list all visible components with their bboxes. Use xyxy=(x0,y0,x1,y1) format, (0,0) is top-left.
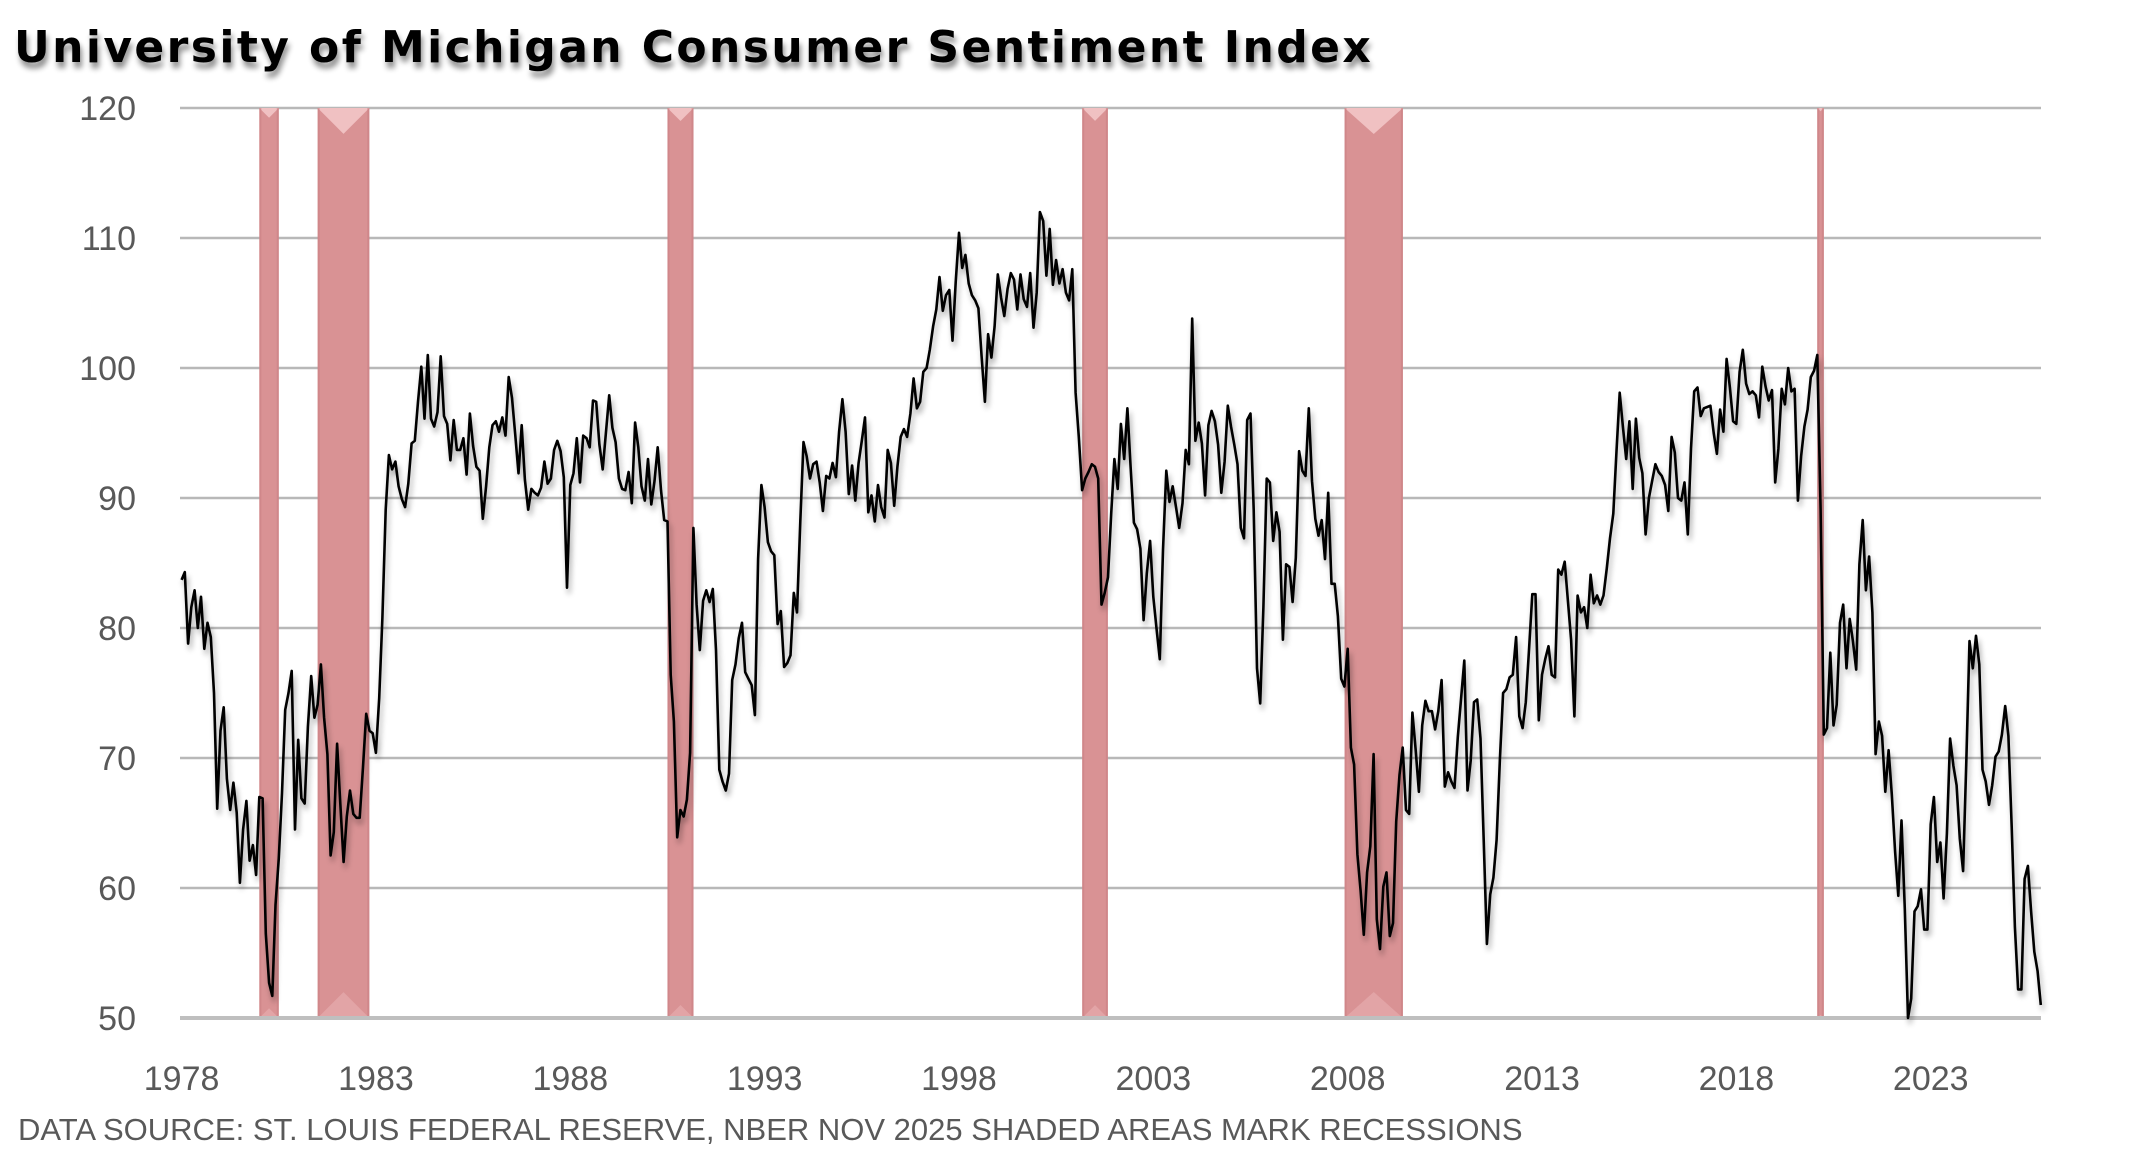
x-tick-label: 2023 xyxy=(1893,1060,1969,1098)
chart-title: University of Michigan Consumer Sentimen… xyxy=(14,22,1373,73)
y-tick-label: 100 xyxy=(79,350,136,388)
x-tick-label: 1983 xyxy=(338,1060,414,1098)
recession-band xyxy=(317,108,370,1018)
y-tick-label: 70 xyxy=(98,740,136,778)
y-axis-ticks: 50 60 70 80 90 100 110 120 xyxy=(79,90,136,1038)
source-note: DATA SOURCE: ST. LOUIS FEDERAL RESERVE, … xyxy=(18,1112,1523,1147)
recession-band xyxy=(259,108,279,1018)
y-tick-label: 80 xyxy=(98,610,136,648)
x-tick-label: 1978 xyxy=(144,1060,220,1098)
x-tick-label: 2018 xyxy=(1699,1060,1775,1098)
x-tick-label: 1998 xyxy=(921,1060,997,1098)
x-tick-label: 2003 xyxy=(1116,1060,1192,1098)
y-tick-label: 90 xyxy=(98,480,136,518)
x-tick-label: 2013 xyxy=(1504,1060,1580,1098)
sentiment-series-line xyxy=(180,210,2043,1020)
recession-band xyxy=(667,108,694,1018)
recession-bands xyxy=(259,108,1824,1018)
y-tick-label: 110 xyxy=(82,220,136,258)
y-tick-label: 120 xyxy=(79,90,136,128)
gridlines xyxy=(180,106,2041,890)
recession-band xyxy=(1082,108,1108,1018)
x-tick-label: 2008 xyxy=(1310,1060,1386,1098)
y-tick-label: 60 xyxy=(98,870,136,908)
x-tick-label: 1993 xyxy=(727,1060,803,1098)
x-tick-label: 1988 xyxy=(532,1060,608,1098)
x-axis-ticks: 1978 1983 1988 1993 1998 2003 2008 2013 2018 2023 xyxy=(144,1060,1969,1098)
recession-band xyxy=(1344,108,1403,1018)
y-tick-label: 50 xyxy=(98,1000,136,1038)
